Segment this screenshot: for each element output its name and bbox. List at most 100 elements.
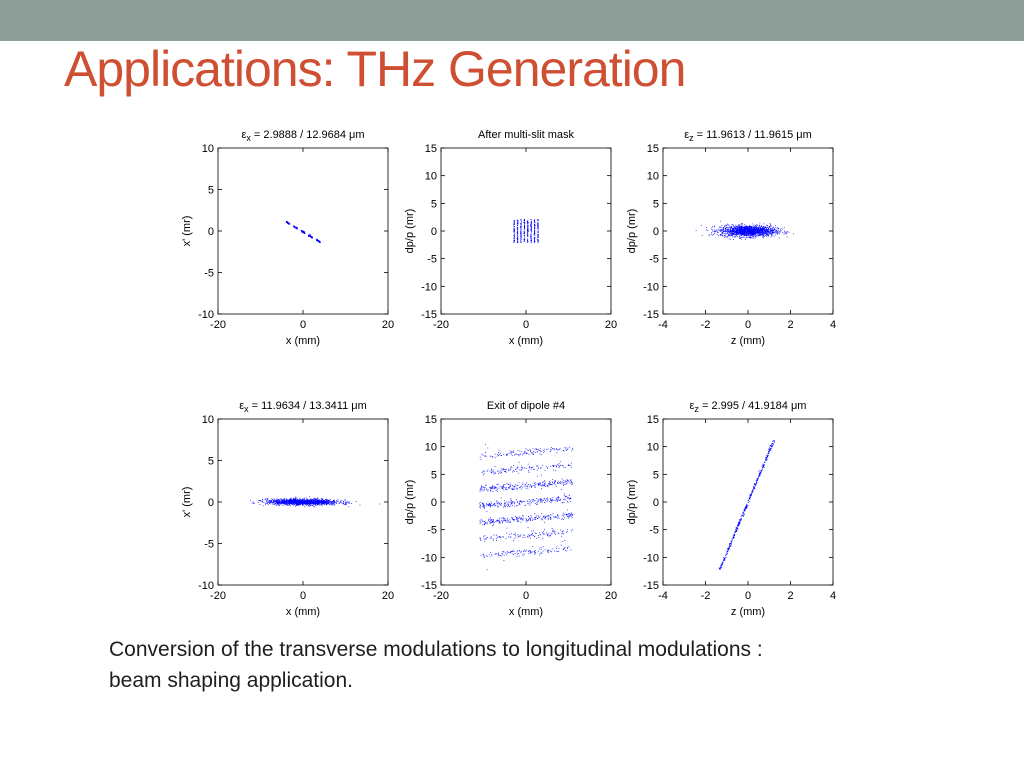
scatter-point: [720, 233, 722, 235]
scatter-point: [271, 499, 273, 501]
scatter-point: [310, 235, 312, 237]
scatter-point: [512, 487, 514, 489]
scatter-point: [757, 234, 759, 236]
scatter-point: [763, 232, 765, 234]
scatter-point: [561, 478, 563, 480]
scatter-point: [558, 551, 560, 552]
scatter-point: [539, 482, 541, 484]
scatter-point: [294, 501, 295, 503]
scatter-point: [502, 520, 504, 522]
scatter-point: [530, 226, 532, 228]
scatter-point: [768, 228, 770, 230]
scatter-point: [309, 234, 311, 236]
scatter-point: [758, 229, 760, 231]
scatter-point: [746, 237, 748, 239]
scatter-point: [753, 230, 755, 232]
scatter-point: [570, 514, 571, 515]
scatter-point: [310, 499, 312, 500]
scatter-point: [301, 501, 303, 503]
scatter-point: [554, 531, 556, 533]
scatter-point: [517, 229, 519, 231]
scatter-point: [714, 226, 715, 228]
scatter-point: [549, 514, 551, 515]
scatter-point: [757, 231, 759, 233]
scatter-point: [559, 449, 561, 451]
scatter-point: [537, 219, 539, 221]
scatter-point: [752, 228, 754, 229]
scatter-point: [532, 452, 534, 454]
scatter-point: [740, 232, 742, 234]
scatter-point: [337, 500, 339, 502]
scatter-point: [519, 500, 521, 501]
scatter-point: [551, 533, 553, 535]
scatter-point: [740, 235, 742, 236]
scatter-point: [483, 538, 485, 540]
scatter-point: [768, 231, 770, 233]
scatter-point: [758, 228, 760, 230]
scatter-point: [292, 500, 294, 502]
scatter-point: [736, 235, 737, 237]
scatter-point: [479, 523, 481, 524]
scatter-point: [562, 481, 564, 483]
scatter-point: [311, 236, 313, 238]
scatter-point: [741, 234, 743, 236]
scatter-point: [773, 229, 774, 231]
scatter-point: [317, 504, 318, 506]
scatter-point: [320, 502, 322, 503]
scatter-point: [312, 502, 314, 503]
scatter-point: [513, 540, 514, 541]
scatter-point: [320, 504, 322, 506]
scatter-point: [547, 468, 548, 469]
scatter-point: [523, 534, 525, 536]
scatter-point: [726, 233, 728, 234]
scatter-point: [695, 230, 697, 232]
scatter-point: [478, 502, 480, 504]
scatter-point: [744, 229, 746, 231]
scatter-point: [552, 465, 553, 467]
scatter-point: [527, 501, 529, 503]
scatter-point: [533, 499, 534, 500]
scatter-point: [303, 500, 305, 502]
scatter-point: [522, 484, 524, 485]
scatter-point: [479, 491, 481, 492]
scatter-point: [343, 503, 345, 505]
scatter-point: [277, 502, 279, 504]
scatter-point: [537, 236, 539, 238]
scatter-point: [761, 234, 762, 235]
scatter-point: [310, 499, 312, 501]
scatter-point: [742, 228, 744, 230]
scatter-point: [527, 231, 529, 233]
scatter-point: [502, 468, 504, 470]
scatter-point: [488, 519, 489, 521]
scatter-point: [491, 554, 492, 556]
scatter-point: [737, 230, 739, 232]
scatter-point: [757, 226, 759, 228]
scatter-point: [516, 501, 518, 502]
scatter-point: [568, 516, 570, 517]
scatter-point: [529, 484, 531, 486]
scatter-point: [520, 239, 522, 240]
scatter-point: [723, 231, 725, 233]
scatter-point: [768, 226, 770, 227]
scatter-point: [540, 502, 542, 504]
scatter-point: [759, 226, 761, 228]
scatter-point: [509, 506, 511, 507]
scatter-point: [298, 499, 300, 501]
scatter-point: [528, 551, 530, 553]
scatter-point: [571, 482, 573, 484]
scatter-point: [761, 229, 763, 231]
scatter-point: [750, 231, 752, 232]
scatter-point: [567, 497, 569, 498]
scatter-point: [298, 505, 300, 507]
scatter-point: [538, 484, 540, 486]
scatter-point: [332, 500, 334, 502]
scatter-point: [322, 501, 324, 502]
scatter-point: [308, 233, 310, 235]
scatter-point: [284, 502, 286, 504]
scatter-point: [293, 226, 295, 228]
scatter-point: [564, 480, 566, 482]
scatter-point: [278, 501, 280, 503]
scatter-point: [755, 226, 757, 228]
scatter-point: [490, 536, 492, 538]
scatter-point: [279, 502, 281, 504]
